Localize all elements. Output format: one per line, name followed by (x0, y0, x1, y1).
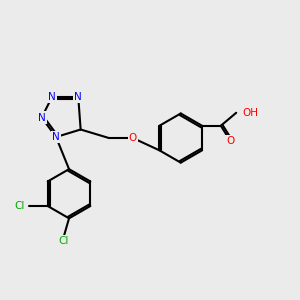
Text: N: N (52, 132, 60, 142)
Text: N: N (38, 112, 46, 122)
Text: O: O (129, 133, 137, 143)
Text: OH: OH (242, 108, 258, 118)
Text: O: O (226, 136, 235, 146)
Text: N: N (48, 92, 56, 102)
Text: N: N (74, 92, 82, 102)
Text: Cl: Cl (14, 201, 25, 211)
Text: Cl: Cl (59, 236, 69, 246)
